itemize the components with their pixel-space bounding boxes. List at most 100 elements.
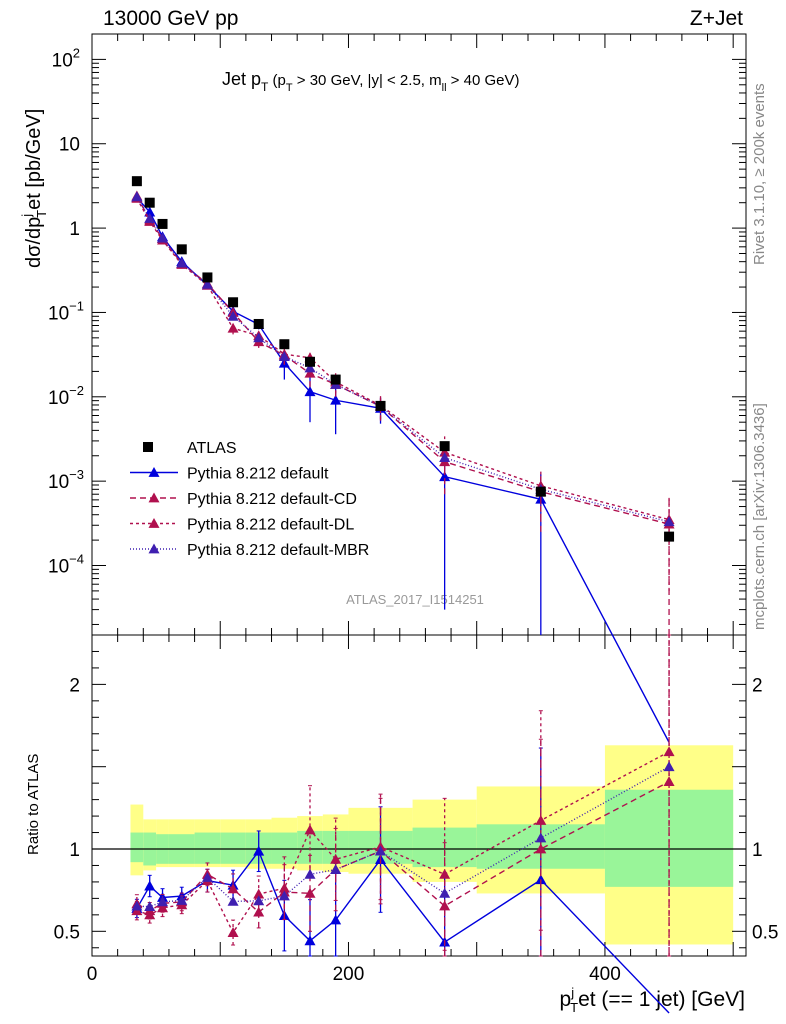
side-rivet-label: Rivet 3.1.10, ≥ 200k events: [751, 83, 768, 265]
ratio-marker: [535, 814, 547, 825]
ratio-marker: [304, 868, 316, 879]
ratio-series-line: [136, 849, 670, 1014]
y-tick-base: 10: [48, 472, 69, 493]
y-tick-label: 10: [59, 135, 80, 156]
title-main: Jet p: [222, 69, 261, 89]
stat-uncertainty-band: [220, 832, 246, 864]
legend-label: Pythia 8.212 default: [187, 466, 329, 483]
ratio-tick-label: 2: [69, 675, 80, 696]
ratio-marker: [157, 896, 169, 907]
y-axis-label: dσ/dpjTet [pb/GeV]: [19, 109, 49, 268]
ratio-marker: [375, 845, 387, 856]
atlas-marker: [202, 272, 213, 283]
xlabel-sub: T: [570, 1000, 578, 1015]
x-tick-label: 400: [589, 964, 621, 985]
atlas-marker: [176, 244, 187, 255]
x-axis-label: pj Tet (== 1 jet) [GeV]: [560, 985, 745, 1015]
chart-title: Jet pT (pT > 30 GeV, |y| < 2.5, mll > 40…: [222, 69, 519, 94]
ratio-tick-label-right: 1: [752, 840, 763, 861]
ratio-tick-label: 0.5: [54, 922, 80, 943]
series-marker: [330, 394, 342, 405]
ratio-marker: [227, 883, 239, 894]
series-marker: [227, 322, 239, 333]
series-marker: [439, 452, 451, 463]
legend-label: Pythia 8.212 default-CD: [187, 491, 357, 508]
legend-label: Pythia 8.212 default-MBR: [187, 542, 369, 559]
title-cut-sub: T: [286, 82, 293, 94]
ylabel-b: et [pb/GeV]: [23, 109, 45, 210]
y-tick-exponent: −3: [69, 467, 84, 482]
title-cut-rest: > 30 GeV, |y| < 2.5, m: [293, 72, 442, 89]
legend-marker: [148, 518, 160, 528]
ratio-marker: [227, 895, 239, 906]
ratio-marker: [535, 832, 547, 843]
atlas-marker: [330, 374, 341, 385]
legend-marker: [148, 543, 160, 554]
series-marker: [227, 310, 239, 321]
series-line: [136, 196, 670, 523]
series-marker: [278, 351, 290, 361]
ratio-plot-frame: [91, 634, 747, 957]
series-marker: [304, 386, 316, 397]
ratio-tick-label-right: 2: [752, 675, 763, 696]
series-marker: [144, 212, 156, 223]
ratio-tick-label: 1: [69, 840, 80, 861]
series-marker: [176, 257, 188, 268]
y-tick-label: 10−1: [48, 298, 84, 324]
y-tick-base: 10: [48, 557, 69, 578]
y-tick-exponent: −1: [69, 298, 84, 313]
series-marker: [663, 516, 675, 527]
ratio-marker: [144, 880, 156, 891]
xlabel-a: p: [560, 988, 572, 1011]
ratio-marker: [144, 909, 156, 920]
legend-marker: [148, 467, 160, 477]
side-mcplots-label: mcplots.cern.ch [arXiv:1306.3436]: [751, 403, 768, 630]
y-tick-exponent: −2: [69, 383, 84, 398]
legend-atlas-label: ATLAS: [187, 440, 237, 457]
x-tick-label: 0: [87, 964, 98, 985]
title-cut-sub2: ll: [442, 82, 447, 94]
ratio-uncertainty-bands: [130, 745, 734, 945]
ratio-marker: [304, 824, 316, 835]
series-marker: [157, 232, 169, 243]
series-marker: [201, 278, 213, 289]
y-tick-label: 102: [52, 45, 80, 71]
legend: ATLAS Pythia 8.212 default Pythia 8.212 de…: [130, 440, 369, 559]
header-energy-label: 13000 GeV pp: [103, 7, 238, 30]
stat-uncertainty-band: [130, 832, 144, 863]
ratio-marker: [330, 914, 342, 925]
ylabel-sub: T: [34, 210, 49, 218]
atlas-marker: [375, 400, 386, 411]
series-marker: [439, 446, 451, 457]
atlas-marker: [305, 356, 315, 367]
ratio-marker: [330, 853, 342, 864]
header-process-label: Z+Jet: [690, 7, 743, 30]
ratio-marker: [663, 746, 675, 757]
series-marker: [304, 362, 316, 373]
y-tick-label: 10−2: [48, 383, 84, 409]
y-tick-exponent: −4: [69, 552, 84, 567]
ratio-marker: [330, 864, 342, 874]
ratio-marker: [304, 887, 316, 898]
atlas-data-points: [131, 176, 675, 542]
ratio-marker: [663, 761, 675, 772]
ratio-marker: [439, 887, 451, 898]
y-tick-base: 10: [48, 388, 69, 409]
atlas-marker: [279, 339, 290, 350]
ratio-marker: [157, 902, 169, 913]
y-tick-base: 10: [48, 303, 69, 324]
ratio-marker: [278, 882, 290, 893]
title-cut-end: > 40 GeV): [447, 72, 520, 89]
title-main-sub: T: [261, 80, 269, 94]
atlas-marker: [228, 297, 239, 308]
legend-label: Pythia 8.212 default-DL: [187, 517, 354, 534]
y-tick-label: 10−3: [48, 467, 84, 493]
y-tick-exponent: 2: [73, 45, 80, 60]
y-tick-base: 10: [52, 50, 73, 71]
ratio-marker: [253, 888, 265, 899]
atlas-marker: [253, 318, 264, 329]
atlas-marker: [439, 441, 450, 452]
ratio-marker: [131, 900, 143, 911]
y-tick-label: 10−4: [48, 552, 84, 578]
